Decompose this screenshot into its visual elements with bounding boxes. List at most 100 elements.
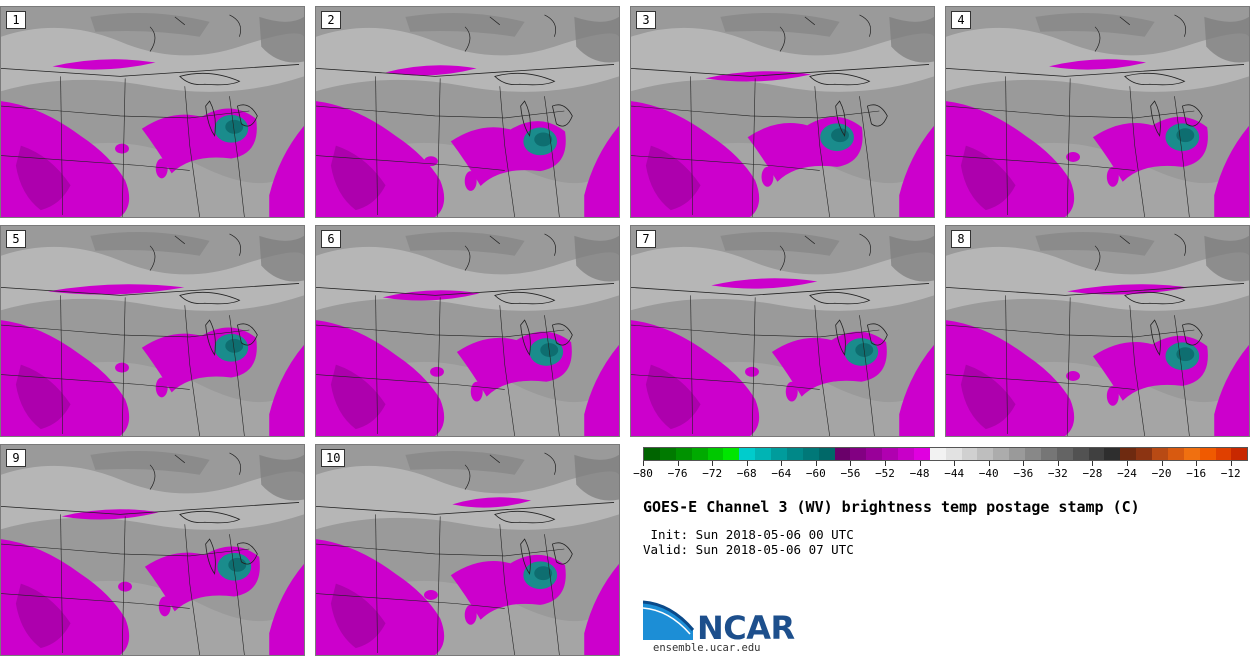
colorbar-segment [1120, 448, 1137, 460]
colorbar-tick [712, 461, 714, 466]
colorbar-tick-label: −68 [736, 467, 757, 480]
colorbar-tick-label: −52 [875, 467, 895, 480]
colorbar-tick [746, 461, 748, 466]
colorbar-segment [1215, 448, 1232, 460]
colorbar-segment [961, 448, 978, 460]
colorbar-segment [1104, 448, 1121, 460]
colorbar-tick [677, 461, 679, 466]
member-panel-1: 1 [0, 6, 305, 218]
colorbar-segment [1025, 448, 1041, 460]
colorbar-segment [1009, 448, 1025, 460]
colorbar-tick [1057, 461, 1059, 466]
member-number-label: 4 [951, 11, 971, 29]
colorbar-tick [815, 461, 817, 466]
colorbar-tick-label: −12 [1220, 467, 1241, 480]
colorbar-segment [786, 448, 803, 460]
colorbar-segment [1152, 448, 1168, 460]
colorbar-tick [885, 461, 886, 466]
colorbar-segment [1136, 448, 1152, 460]
colorbar-tick-label: −28 [1082, 467, 1103, 480]
colorbar-segment [707, 448, 724, 460]
colorbar-tick-label: −40 [978, 467, 999, 480]
colorbar-segment [929, 448, 946, 460]
member-panel-4: 4 [945, 6, 1250, 218]
colorbar-segment [1040, 448, 1057, 460]
wv-map [1, 226, 304, 436]
colorbar-tick [643, 461, 644, 466]
colorbar-tick-label: −76 [667, 467, 688, 480]
member-number-label: 1 [6, 11, 26, 29]
wv-map [316, 226, 619, 436]
colorbar-tick-label: −16 [1186, 467, 1207, 480]
colorbar-tick [1092, 461, 1094, 466]
colorbar-segment [1183, 448, 1200, 460]
colorbar-segment [755, 448, 771, 460]
colorbar-tick [1127, 461, 1128, 466]
colorbar-segment [1167, 448, 1184, 460]
colorbar-segment [1056, 448, 1073, 460]
colorbar-tick [919, 461, 921, 466]
colorbar-tick-label: −60 [805, 467, 826, 480]
colorbar-segment [691, 448, 708, 460]
colorbar-segment [771, 448, 787, 460]
colorbar-segment [659, 448, 676, 460]
colorbar-segment [945, 448, 962, 460]
colorbar-segment [834, 448, 851, 460]
logo-url: ensemble.ucar.edu [653, 642, 761, 654]
colorbar-tick-labels: −80 −76 −72 −68 −64 −60 −56 −52 −48 −44 −40 −36 −32 −… [633, 461, 1248, 483]
member-panel-3: 3 [630, 6, 935, 218]
colorbar-tick [1023, 461, 1025, 466]
colorbar-segment [993, 448, 1010, 460]
colorbar-tick [781, 461, 783, 466]
wv-map [1, 445, 304, 655]
wv-map [316, 7, 619, 217]
member-number-label: 7 [636, 230, 656, 248]
colorbar-tick-label: −48 [909, 467, 930, 480]
colorbar-segment [739, 448, 756, 460]
wv-map [631, 7, 934, 217]
member-number-label: 8 [951, 230, 971, 248]
member-number-label: 9 [6, 449, 26, 467]
member-number-label: 2 [321, 11, 341, 29]
wv-map [1, 7, 304, 217]
member-number-label: 10 [321, 449, 346, 467]
colorbar-segment [1088, 448, 1105, 460]
member-panel-2: 2 [315, 6, 620, 218]
colorbar-tick [1161, 461, 1163, 466]
colorbar-tick-label: −36 [1013, 467, 1034, 480]
colorbar-tick [850, 461, 852, 466]
colorbar-segment [882, 448, 898, 460]
colorbar-segment [723, 448, 740, 460]
colorbar-segment [850, 448, 867, 460]
member-panel-9: 9 [0, 444, 305, 656]
member-panel-8: 8 [945, 225, 1250, 437]
member-panel-10: 10 [315, 444, 620, 656]
colorbar-tick-label: −32 [1047, 467, 1068, 480]
colorbar-tick-label: −64 [771, 467, 792, 480]
wv-map [946, 226, 1249, 436]
colorbar-tick-label: −56 [840, 467, 861, 480]
colorbar-segment [1231, 448, 1248, 460]
member-panel-7: 7 [630, 225, 935, 437]
colorbar-tick-label: −80 [633, 467, 653, 480]
colorbar-segment [644, 448, 660, 460]
colorbar-segment [866, 448, 883, 460]
wv-map [316, 445, 619, 655]
colorbar-tick [1196, 461, 1198, 466]
colorbar-segment [1072, 448, 1089, 460]
wv-map [946, 7, 1249, 217]
colorbar-segment [913, 448, 930, 460]
colorbar-tick [1230, 461, 1232, 466]
colorbar-tick-label: −72 [702, 467, 723, 480]
ncar-logo-text: NCAR [697, 609, 795, 647]
colorbar-tick-label: −20 [1151, 467, 1172, 480]
colorbar-segment [977, 448, 994, 460]
colorbar-tick-label: −44 [944, 467, 965, 480]
colorbar-segment [1199, 448, 1216, 460]
colorbar-segment [898, 448, 914, 460]
figure-title: GOES-E Channel 3 (WV) brightness temp po… [643, 498, 1140, 516]
member-number-label: 3 [636, 11, 656, 29]
temperature-colorbar [643, 447, 1248, 461]
colorbar-tick [954, 461, 956, 466]
ncar-logo-icon [643, 600, 695, 640]
